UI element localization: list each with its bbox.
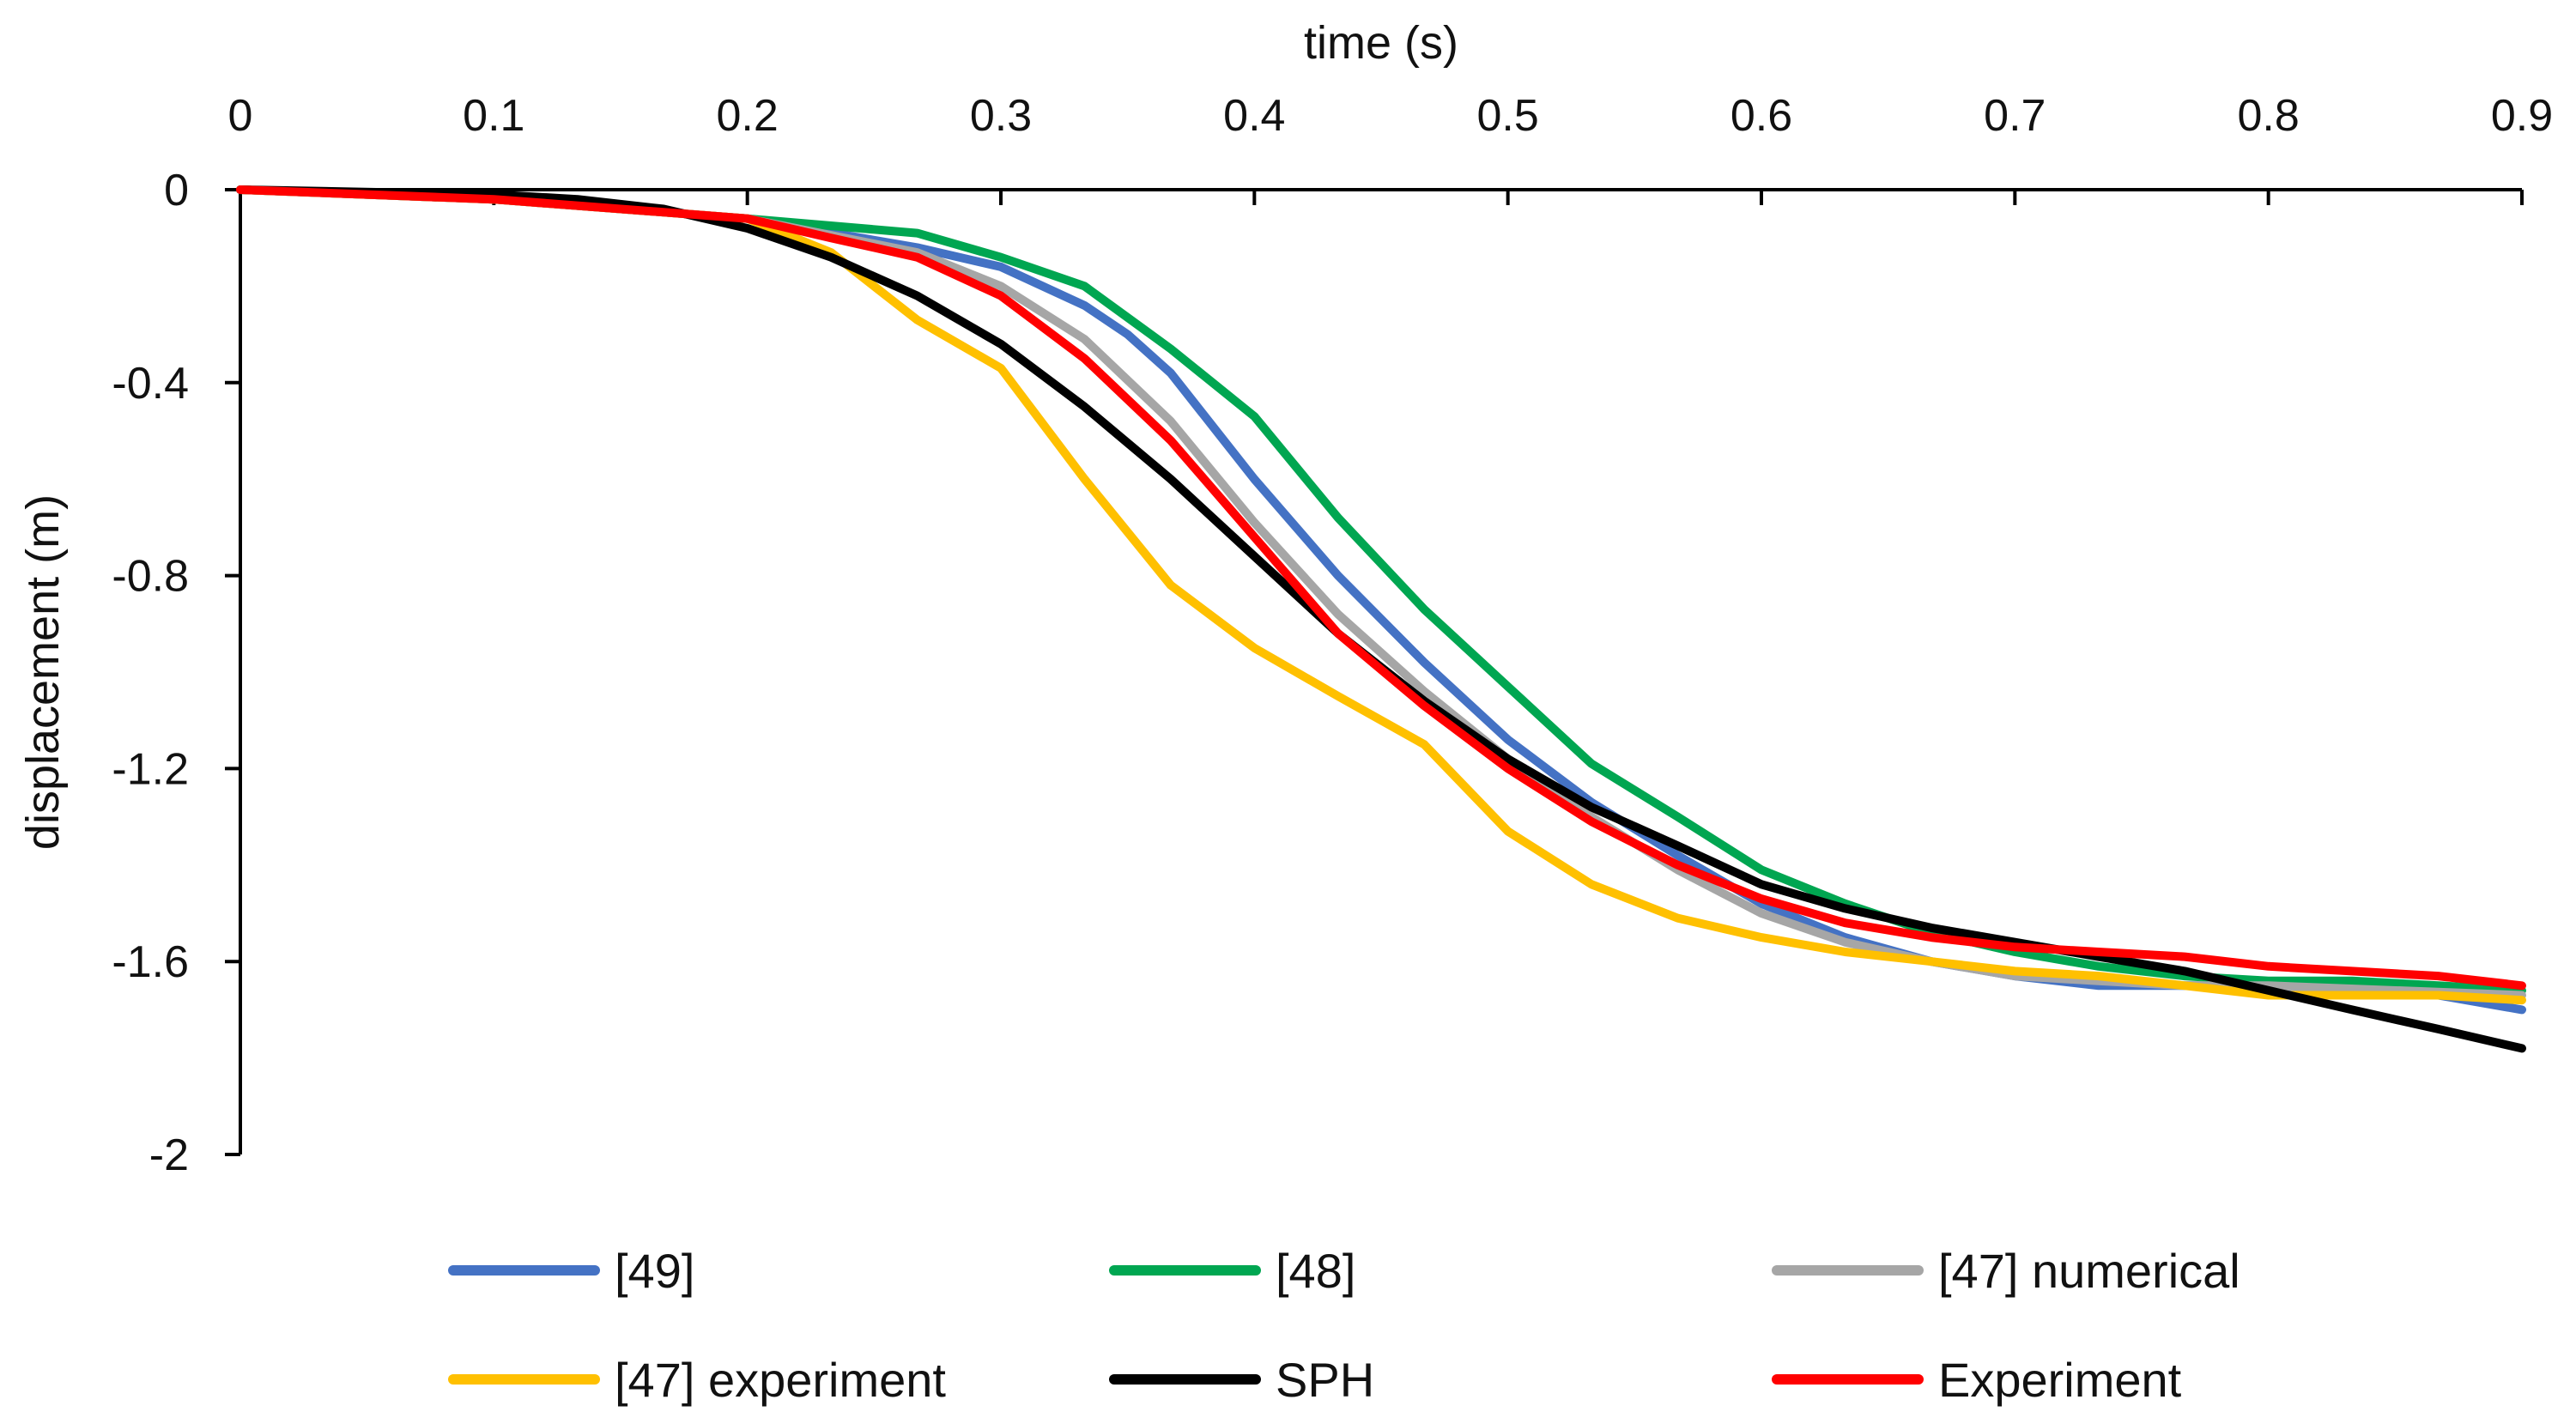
legend-label-1: [48] xyxy=(1276,1244,1355,1298)
x-tick-label-0: 0 xyxy=(228,91,253,141)
series-3 xyxy=(236,185,2526,1005)
x-tick-label-1: 0.1 xyxy=(463,91,524,141)
y-tick-label-4: -1.6 xyxy=(112,937,189,987)
series-line-5 xyxy=(236,185,2526,991)
y-axis-title: displacement (m) xyxy=(17,494,69,850)
x-tick-label-6: 0.6 xyxy=(1730,91,1792,141)
legend-item-0: [49] xyxy=(448,1244,694,1298)
series-line-1 xyxy=(236,185,2526,995)
y-tick-label-1: -0.4 xyxy=(112,359,189,409)
legend-label-0: [49] xyxy=(615,1244,694,1298)
series-line-4 xyxy=(236,185,2526,1053)
y-tick-label-3: -1.2 xyxy=(112,744,189,794)
legend-item-1: [48] xyxy=(1109,1244,1355,1298)
series-line-0 xyxy=(236,185,2526,1015)
legend-label-4: SPH xyxy=(1276,1353,1374,1407)
series-2 xyxy=(236,185,2526,1000)
legend-item-4: SPH xyxy=(1109,1353,1374,1407)
legend-label-3: [47] experiment xyxy=(615,1353,946,1407)
series-4 xyxy=(236,185,2526,1053)
x-tick-label-8: 0.8 xyxy=(2238,91,2300,141)
x-tick-label-3: 0.3 xyxy=(970,91,1032,141)
y-tick-label-5: -2 xyxy=(149,1130,189,1180)
title-layer: time (s) displacement (m) xyxy=(17,17,1458,850)
x-tick-label-9: 0.9 xyxy=(2491,91,2553,141)
legend-item-3: [47] experiment xyxy=(448,1353,946,1407)
series-1 xyxy=(236,185,2526,995)
y-tick-label-2: -0.8 xyxy=(112,552,189,602)
axes-layer xyxy=(239,188,2522,1154)
x-tick-label-2: 0.2 xyxy=(717,91,779,141)
series-line-2 xyxy=(236,185,2526,1000)
x-tick-label-4: 0.4 xyxy=(1223,91,1285,141)
y-tick-label-0: 0 xyxy=(164,166,189,215)
series-0 xyxy=(236,185,2526,1015)
x-axis-title: time (s) xyxy=(1304,17,1458,69)
ticks-layer: 0 0.1 0.2 0.3 0.4 0.5 0.6 0.7 0.8 0.9 0 -0.4 -0.8 -1.… xyxy=(112,91,2553,1180)
legend-item-2: [47] numerical xyxy=(1772,1244,2240,1298)
series-layer xyxy=(236,185,2526,1053)
x-tick-label-5: 0.5 xyxy=(1477,91,1539,141)
legend-label-2: [47] numerical xyxy=(1938,1244,2240,1298)
legend-label-5: Experiment xyxy=(1938,1353,2182,1407)
legend-item-5: Experiment xyxy=(1772,1353,2182,1407)
series-line-3 xyxy=(236,185,2526,1005)
x-tick-label-7: 0.7 xyxy=(1984,91,2046,141)
legend: [49] [48] [47] numerical [47] experiment SPH… xyxy=(448,1244,2240,1407)
series-5 xyxy=(236,185,2526,991)
